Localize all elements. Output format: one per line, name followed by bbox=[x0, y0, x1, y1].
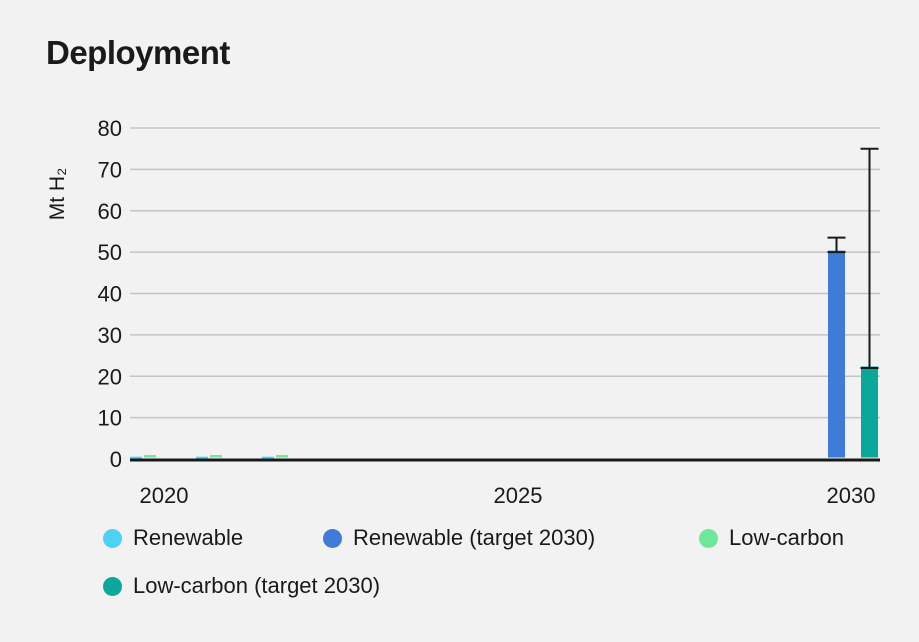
y-tick-label: 70 bbox=[98, 157, 122, 182]
bar-low-carbon-target bbox=[861, 366, 878, 458]
legend-swatch-low-carbon-target bbox=[103, 576, 122, 596]
bar-low-carbon bbox=[210, 455, 222, 458]
legend-label-renewable-target: Renewable (target 2030) bbox=[353, 525, 596, 550]
x-tick-label: 2025 bbox=[494, 483, 543, 508]
y-tick-label: 40 bbox=[98, 282, 122, 307]
y-tick-label: 20 bbox=[98, 364, 122, 389]
legend-item-renewable-target[interactable]: Renewable (target 2030) bbox=[323, 525, 595, 551]
y-tick-label: 50 bbox=[98, 240, 122, 265]
bar-renewable bbox=[196, 456, 208, 460]
legend-swatch-renewable-target bbox=[323, 528, 342, 548]
y-tick-label: 80 bbox=[98, 116, 122, 141]
legend-item-low-carbon-target[interactable]: Low-carbon (target 2030) bbox=[103, 573, 380, 599]
bar-renewable bbox=[262, 456, 274, 460]
bar-renewable-target bbox=[828, 250, 845, 458]
bar-low-carbon bbox=[276, 455, 288, 458]
y-tick-label: 30 bbox=[98, 323, 122, 348]
legend-label-low-carbon: Low-carbon bbox=[729, 525, 844, 550]
legend-swatch-renewable bbox=[103, 528, 122, 548]
legend-swatch-low-carbon bbox=[699, 528, 718, 548]
legend-label-low-carbon-target: Low-carbon (target 2030) bbox=[133, 573, 381, 598]
y-tick-label: 0 bbox=[110, 447, 122, 472]
legend-label-renewable: Renewable bbox=[133, 525, 244, 550]
chart-title: Deployment bbox=[46, 34, 230, 71]
legend-item-low-carbon[interactable]: Low-carbon bbox=[699, 525, 844, 551]
y-tick-label: 10 bbox=[98, 406, 122, 431]
x-tick-label: 2030 bbox=[827, 483, 876, 508]
legend-item-renewable[interactable]: Renewable bbox=[103, 525, 243, 551]
y-tick-label: 60 bbox=[98, 199, 122, 224]
x-tick-label: 2020 bbox=[140, 483, 189, 508]
bar-renewable bbox=[130, 456, 142, 460]
y-axis-label: Mt H₂ bbox=[46, 168, 69, 220]
bar-low-carbon bbox=[144, 455, 156, 458]
